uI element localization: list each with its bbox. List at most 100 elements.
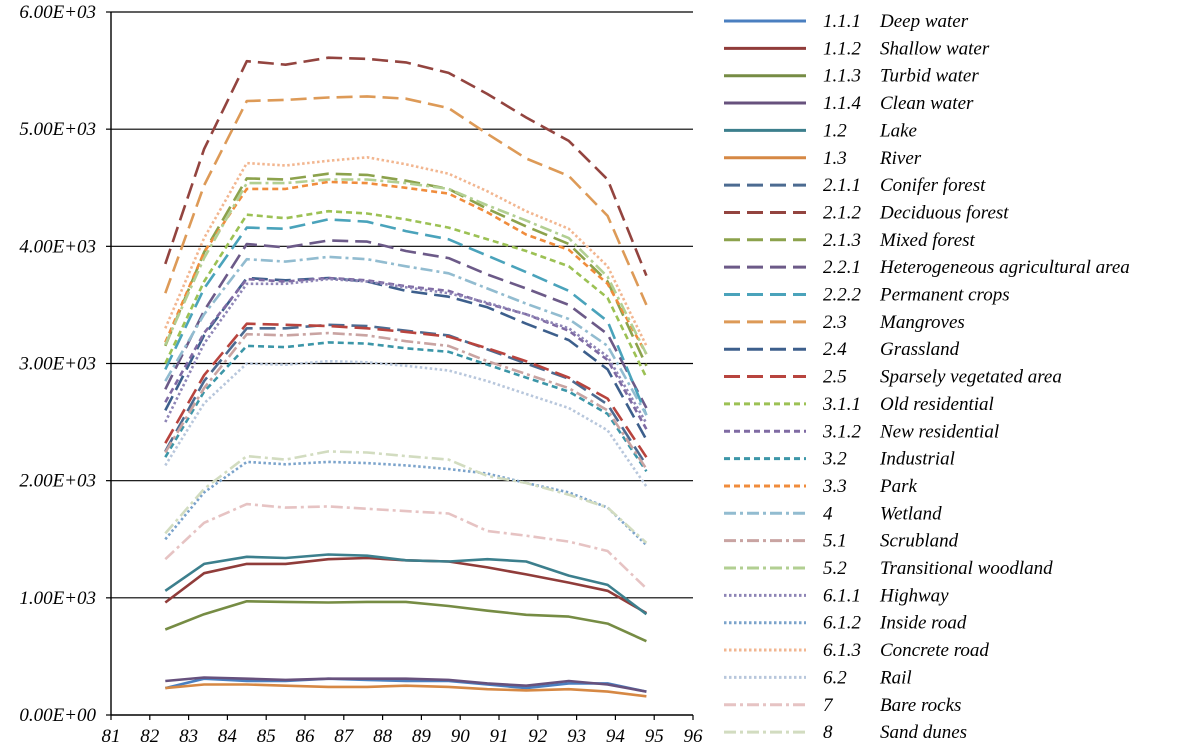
- legend-item: 4 Wetland: [724, 503, 942, 524]
- x-tick-label: 84: [218, 726, 238, 747]
- legend-code: 3.1.2: [822, 421, 862, 442]
- legend-code: 6.1.2: [823, 613, 862, 634]
- y-tick-label: 1.00E+03: [19, 588, 96, 609]
- legend-label: Concrete road: [880, 640, 989, 661]
- legend-label: Rail: [879, 667, 912, 688]
- legend-label: Sand dunes: [880, 722, 967, 743]
- legend-item: 2.1.1 Conifer forest: [724, 175, 986, 196]
- x-tick-label: 90: [451, 726, 471, 747]
- legend-code: 6.1.3: [823, 640, 861, 661]
- legend-label: New residential: [879, 421, 999, 442]
- legend-code: 2.4: [823, 339, 847, 360]
- x-tick-label: 95: [645, 726, 664, 747]
- legend-code: 1.1.2: [823, 38, 862, 59]
- legend-code: 3.2: [822, 449, 847, 470]
- legend-label: Industrial: [879, 449, 955, 470]
- x-tick-label: 94: [606, 726, 626, 747]
- legend-item: 1.1.3 Turbid water: [724, 66, 979, 87]
- x-tick-label: 93: [567, 726, 586, 747]
- series-line-6-2: [164, 359, 648, 488]
- series-line-7: [164, 502, 648, 590]
- series-line-6-1-3: [164, 156, 648, 347]
- legend-code: 1.1.1: [823, 11, 861, 32]
- y-tick-label: 5.00E+03: [19, 119, 96, 140]
- series-line-6-1-1: [164, 277, 648, 424]
- legend-label: Grassland: [880, 339, 960, 360]
- legend-item: 6.1.1 Highway: [724, 585, 949, 606]
- legend: 1.1.1 Deep water 1.1.2 Shallow water 1.1.3 Tu…: [724, 11, 1130, 743]
- series-line-3-1-2: [164, 276, 648, 430]
- x-tick-label: 92: [528, 726, 548, 747]
- y-tick-label: 4.00E+03: [19, 236, 96, 257]
- legend-item: 2.1.2 Deciduous forest: [724, 202, 1009, 223]
- legend-code: 2.3: [823, 312, 847, 333]
- legend-item: 1.1.2 Shallow water: [724, 38, 990, 59]
- legend-label: Permanent crops: [879, 285, 1010, 306]
- legend-code: 6.2: [823, 667, 847, 688]
- series-line-5-2: [164, 178, 648, 355]
- legend-item: 6.1.3 Concrete road: [724, 640, 989, 661]
- x-tick-label: 96: [684, 726, 704, 747]
- legend-code: 8: [823, 722, 833, 743]
- legend-label: Shallow water: [880, 38, 990, 59]
- series-line-8: [164, 450, 648, 544]
- x-tick-label: 82: [140, 726, 160, 747]
- legend-code: 2.1.1: [823, 175, 861, 196]
- legend-code: 4: [823, 503, 833, 524]
- legend-item: 7 Bare rocks: [724, 695, 961, 716]
- y-tick-labels: 0.00E+00 1.00E+03 2.00E+03 3.00E+03 4.00E+03…: [18, 2, 111, 726]
- legend-item: 2.2.2 Permanent crops: [724, 285, 1010, 306]
- legend-label: Lake: [879, 120, 917, 141]
- legend-label: Conifer forest: [880, 175, 986, 196]
- series-line-6-1-2: [164, 460, 648, 547]
- x-tick-label: 83: [179, 726, 198, 747]
- legend-code: 1.2: [823, 120, 847, 141]
- legend-code: 1.1.3: [823, 66, 861, 87]
- legend-code: 5.2: [823, 558, 847, 579]
- legend-code: 3.3: [822, 476, 847, 497]
- legend-item: 5.1 Scrubland: [724, 531, 959, 552]
- series-lines: [164, 56, 648, 698]
- legend-label: Wetland: [880, 503, 942, 524]
- x-tick-label: 88: [373, 726, 393, 747]
- series-line-1-3: [165, 683, 647, 698]
- legend-item: 2.5 Sparsely vegetated area: [724, 367, 1062, 388]
- series-line-1-1-4: [165, 676, 647, 693]
- legend-code: 2.1.3: [823, 230, 861, 251]
- legend-item: 3.2 Industrial: [724, 449, 955, 470]
- legend-label: Bare rocks: [880, 695, 961, 716]
- series-line-2-5: [164, 322, 648, 458]
- legend-item: 8 Sand dunes: [724, 722, 967, 743]
- series-line-2-1-2: [164, 56, 648, 277]
- legend-item: 3.1.1 Old residential: [724, 394, 994, 415]
- x-tick-label: 89: [412, 726, 432, 747]
- legend-item: 6.1.2 Inside road: [724, 613, 967, 634]
- series-line-2-4: [164, 276, 648, 441]
- legend-code: 2.2.1: [823, 257, 861, 278]
- legend-label: Clean water: [880, 93, 974, 114]
- x-tick-label: 86: [296, 726, 316, 747]
- legend-label: Transitional woodland: [880, 558, 1053, 579]
- legend-label: River: [879, 148, 922, 169]
- series-line-3-1-1: [164, 209, 648, 379]
- series-line-3-3: [164, 180, 648, 355]
- y-tick-label: 2.00E+03: [19, 471, 96, 492]
- series-line-5-1: [164, 331, 648, 470]
- legend-item: 2.2.1 Heterogeneous agricultural area: [724, 257, 1130, 278]
- series-line-1-1-3: [164, 599, 647, 643]
- legend-item: 2.1.3 Mixed forest: [724, 230, 976, 251]
- x-tick-labels: 81 82 83 84 85 86 87 88 89 90 91 92 93 94 95 96: [102, 715, 704, 747]
- series-line-4: [164, 255, 648, 416]
- legend-label: Deep water: [879, 11, 969, 32]
- y-tick-label: 6.00E+03: [19, 2, 96, 23]
- legend-label: Old residential: [880, 394, 994, 415]
- legend-label: Heterogeneous agricultural area: [879, 257, 1130, 278]
- legend-code: 2.2.2: [823, 285, 862, 306]
- series-line-3-2: [164, 341, 648, 473]
- legend-label: Scrubland: [880, 531, 959, 552]
- legend-code: 5.1: [823, 531, 847, 552]
- y-tick-label: 3.00E+03: [18, 354, 96, 375]
- series-line-2-3: [164, 95, 648, 306]
- legend-item: 5.2 Transitional woodland: [724, 558, 1053, 579]
- x-tick-label: 91: [490, 726, 509, 747]
